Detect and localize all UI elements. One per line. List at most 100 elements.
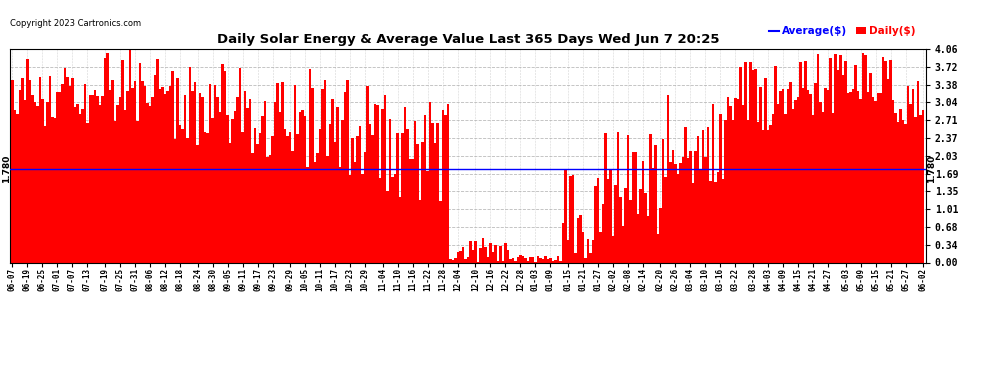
Bar xyxy=(454,258,456,262)
Bar xyxy=(99,105,101,262)
Bar xyxy=(299,112,301,262)
Bar xyxy=(26,58,29,262)
Bar xyxy=(764,78,767,262)
Bar xyxy=(594,186,597,262)
Bar xyxy=(787,89,789,262)
Bar xyxy=(640,189,642,262)
Bar xyxy=(722,179,725,262)
Bar xyxy=(709,181,712,262)
Bar xyxy=(94,90,96,262)
Bar xyxy=(846,93,849,262)
Bar xyxy=(546,259,549,262)
Bar xyxy=(166,91,168,262)
Bar xyxy=(364,152,366,262)
Bar xyxy=(907,87,910,262)
Bar xyxy=(630,200,632,262)
Bar xyxy=(707,127,709,262)
Bar xyxy=(269,154,271,262)
Bar xyxy=(576,218,579,262)
Bar xyxy=(767,130,769,262)
Bar xyxy=(649,134,651,262)
Bar xyxy=(204,132,206,262)
Bar xyxy=(156,59,158,262)
Bar xyxy=(589,253,592,262)
Bar xyxy=(291,151,294,262)
Bar xyxy=(73,107,76,262)
Bar xyxy=(348,175,351,262)
Bar xyxy=(812,115,815,262)
Bar xyxy=(437,123,439,262)
Bar xyxy=(391,177,394,262)
Bar xyxy=(179,125,181,262)
Bar xyxy=(446,105,449,262)
Bar xyxy=(444,115,446,262)
Bar xyxy=(296,134,299,262)
Bar xyxy=(624,188,627,262)
Bar xyxy=(842,75,844,262)
Bar xyxy=(664,177,666,262)
Bar xyxy=(186,138,189,262)
Bar xyxy=(884,60,887,262)
Bar xyxy=(459,251,461,262)
Bar xyxy=(196,145,199,262)
Bar xyxy=(339,166,342,262)
Bar xyxy=(19,90,21,262)
Bar xyxy=(144,86,147,262)
Bar xyxy=(342,120,344,262)
Bar xyxy=(132,88,134,262)
Bar xyxy=(44,126,47,262)
Bar xyxy=(469,241,471,262)
Bar xyxy=(346,80,348,262)
Bar xyxy=(109,90,111,262)
Bar xyxy=(717,172,719,262)
Bar xyxy=(114,122,116,262)
Legend: Average($), Daily($): Average($), Daily($) xyxy=(769,26,916,36)
Bar xyxy=(627,135,630,262)
Bar xyxy=(181,129,184,262)
Bar xyxy=(266,157,269,262)
Bar xyxy=(422,142,424,262)
Bar xyxy=(799,62,802,262)
Bar xyxy=(104,57,106,262)
Bar xyxy=(374,104,376,262)
Bar xyxy=(815,83,817,262)
Bar xyxy=(396,133,399,262)
Bar xyxy=(609,170,612,262)
Bar xyxy=(619,196,622,262)
Bar xyxy=(527,261,529,262)
Bar xyxy=(449,259,451,262)
Bar xyxy=(917,81,920,262)
Bar xyxy=(735,98,737,262)
Bar xyxy=(549,258,551,262)
Bar xyxy=(56,92,58,262)
Text: 1.780: 1.780 xyxy=(927,154,936,183)
Bar xyxy=(61,84,63,262)
Bar xyxy=(522,256,524,262)
Bar xyxy=(399,197,402,262)
Bar xyxy=(671,150,674,262)
Bar xyxy=(424,116,427,262)
Bar xyxy=(168,86,171,262)
Bar xyxy=(679,163,682,262)
Bar xyxy=(792,109,794,262)
Bar xyxy=(234,111,237,262)
Bar xyxy=(414,121,417,262)
Bar xyxy=(859,99,862,262)
Bar xyxy=(176,78,179,262)
Bar xyxy=(902,120,905,262)
Bar xyxy=(719,114,722,262)
Bar xyxy=(922,110,925,262)
Bar xyxy=(174,139,176,262)
Text: 1.780: 1.780 xyxy=(2,154,11,183)
Bar xyxy=(427,171,429,262)
Bar xyxy=(912,89,915,262)
Bar xyxy=(344,92,346,262)
Bar xyxy=(34,102,37,262)
Bar xyxy=(419,200,422,262)
Bar xyxy=(697,136,699,262)
Bar xyxy=(222,64,224,262)
Bar xyxy=(542,259,545,262)
Bar xyxy=(851,89,854,262)
Bar xyxy=(779,91,782,262)
Bar xyxy=(258,134,261,262)
